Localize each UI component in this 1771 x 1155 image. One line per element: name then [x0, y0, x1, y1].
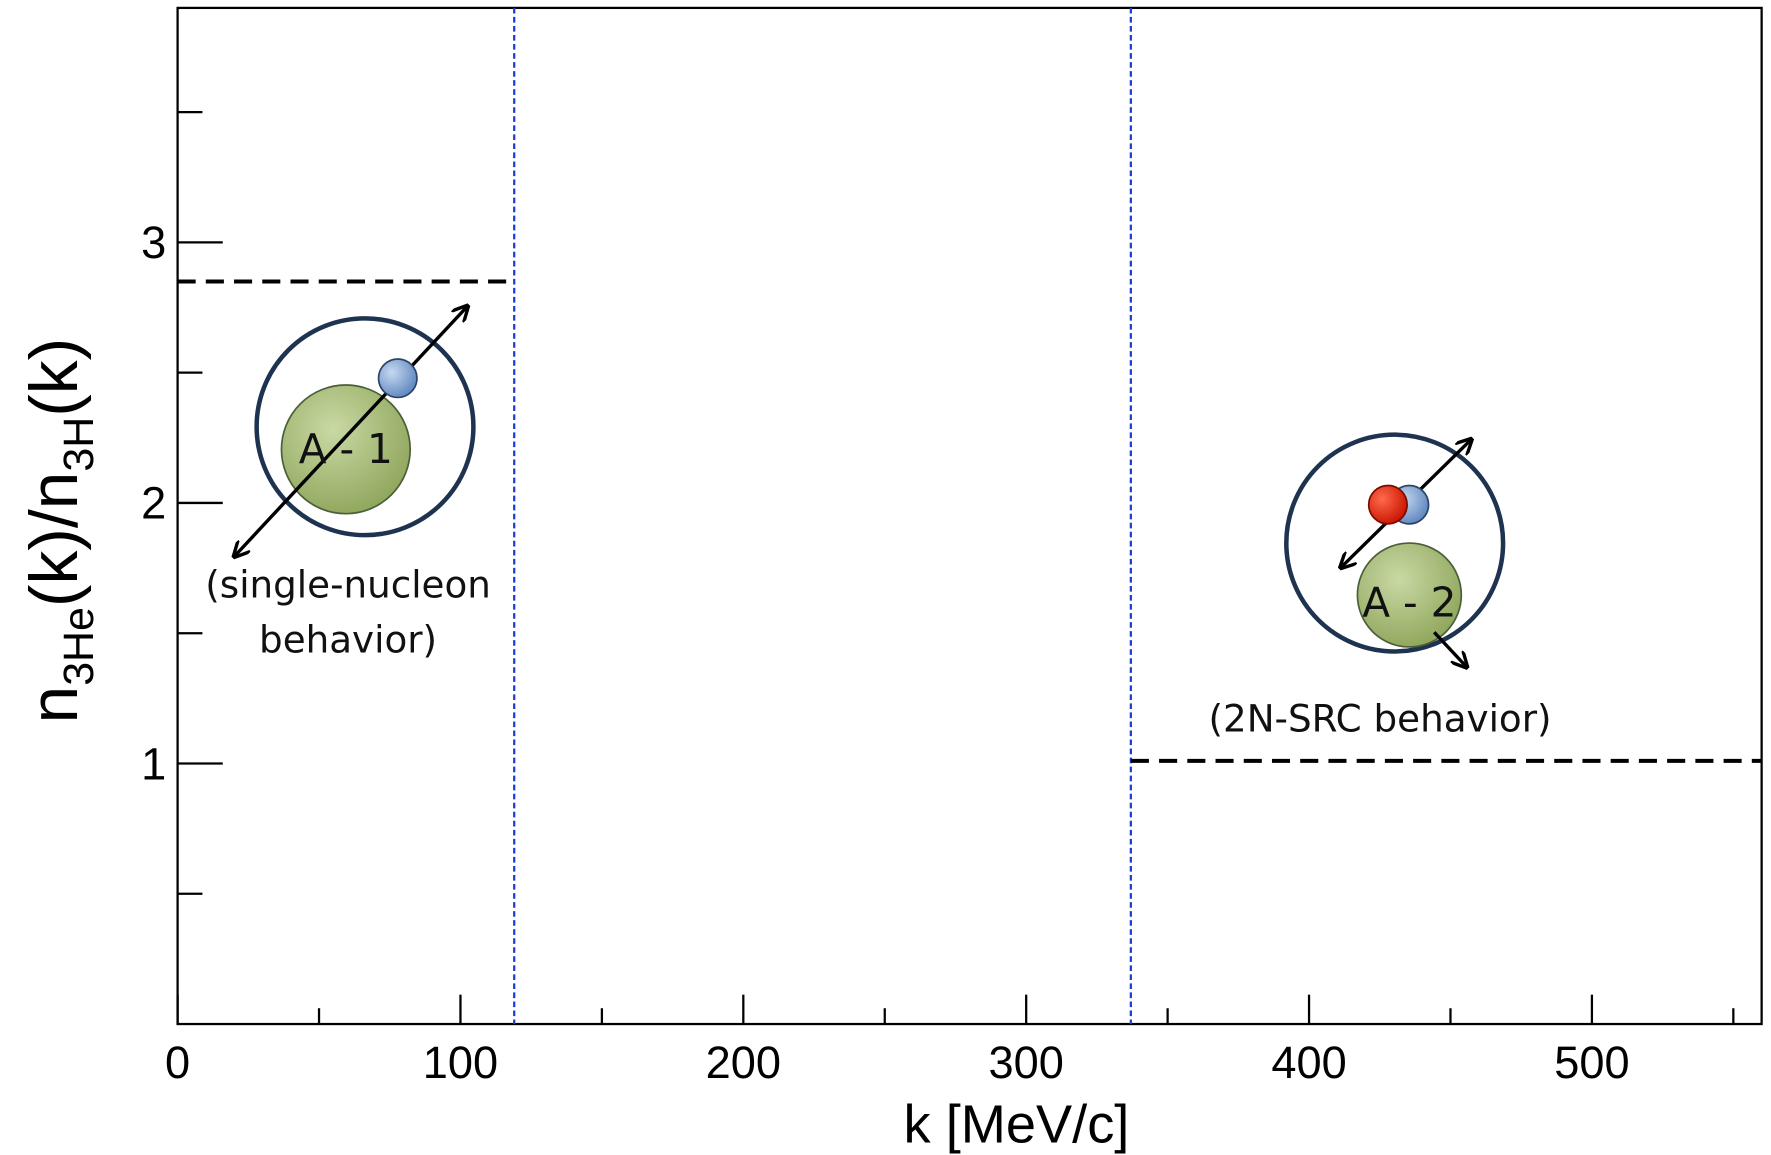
y-axis-label: n3He(k)/n3H(k)	[17, 338, 103, 724]
annotation: behavior)	[259, 618, 437, 662]
x-tick-label: 100	[423, 1037, 498, 1088]
y-tick-label: 2	[141, 478, 166, 529]
x-tick-label: 400	[1271, 1037, 1346, 1088]
x-tick-label: 0	[165, 1037, 190, 1088]
x-tick-label: 300	[989, 1037, 1064, 1088]
chart: 0 100 200 300 400 500 1 2 3 A - 1 (single-nucleo…	[0, 0, 1771, 1155]
y-label-part: n	[17, 686, 92, 724]
annotation: (single-nucleon	[205, 562, 491, 606]
y-label-part: (k)/n	[17, 472, 92, 607]
x-tick-label: 500	[1554, 1037, 1629, 1088]
src-diagram	[1286, 435, 1503, 666]
marks: 0 100 200 300 400 500 1 2 3	[141, 8, 1761, 1088]
y-tick-label: 3	[141, 217, 166, 268]
y-label-part: 3He	[55, 607, 103, 686]
annotation: A - 1	[299, 425, 393, 473]
y-tick-label: 1	[141, 738, 166, 789]
y-label-part: (k)	[17, 338, 92, 417]
x-axis-label: k [MeV/c]	[904, 1095, 1130, 1155]
annotation: A - 2	[1362, 578, 1456, 626]
y-label-part: 3H	[55, 417, 103, 472]
x-tick-label: 200	[706, 1037, 781, 1088]
plot-frame	[178, 8, 1762, 1024]
annotation: (2N-SRC behavior)	[1208, 697, 1551, 741]
